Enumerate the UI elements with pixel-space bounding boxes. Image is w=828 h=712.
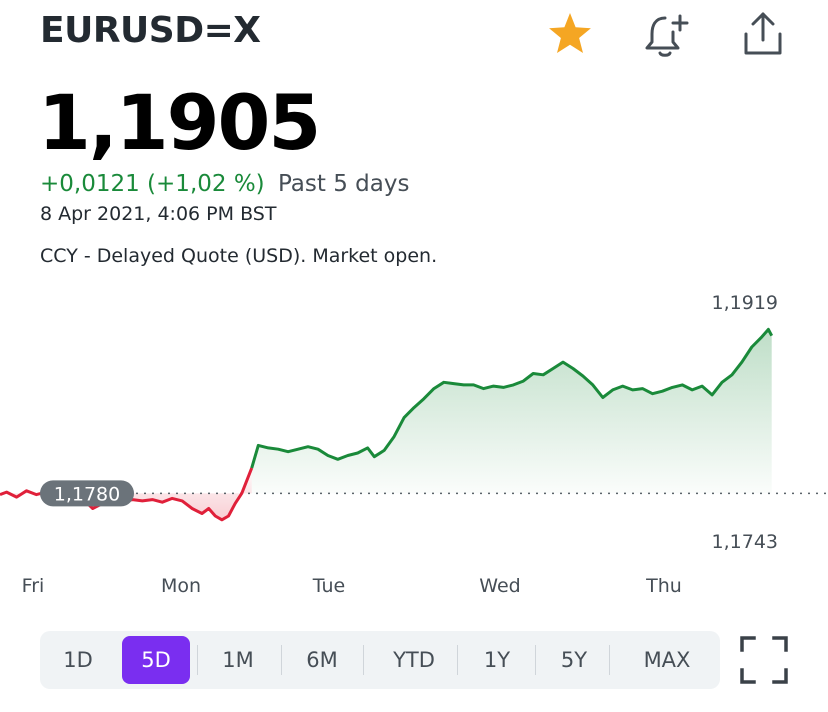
quote-note: CCY - Delayed Quote (USD). Market open. [40,245,438,267]
range-button-5d[interactable]: 5D [122,636,190,684]
range-selector: 1D 5D 1M 6M YTD 1Y 5Y MAX [40,631,720,689]
quote-timestamp: 8 Apr 2021, 4:06 PM BST [40,203,277,225]
range-button-1m[interactable]: 1M [222,648,254,672]
day-label-thu: Thu [645,575,682,597]
reference-label: 1,1780 [54,483,120,505]
range-divider [363,645,364,675]
area-above-reference [251,329,772,494]
price-chart[interactable]: 1,1780 1,1919 1,1743 Fri Mon Tue Wed Thu [0,280,828,610]
range-button-ytd[interactable]: YTD [393,648,435,672]
day-label-wed: Wed [479,575,520,597]
day-label-mon: Mon [161,575,201,597]
bell-plus-icon[interactable] [640,10,690,60]
range-divider [197,645,198,675]
range-divider [457,645,458,675]
current-price: 1,1905 [38,78,321,167]
change-row: +0,0121 (+1,02 %) Past 5 days [40,171,409,197]
range-divider [281,645,282,675]
range-button-5y[interactable]: 5Y [560,648,588,672]
range-divider [609,645,610,675]
fullscreen-icon[interactable] [738,634,790,686]
range-button-1y[interactable]: 1Y [483,648,511,672]
day-label-fri: Fri [22,575,45,597]
range-button-6m[interactable]: 6M [306,648,338,672]
range-divider [535,645,536,675]
day-label-tue: Tue [312,575,345,597]
high-label: 1,1919 [712,292,778,314]
share-icon[interactable] [738,10,788,60]
price-line-up [250,327,774,469]
star-icon[interactable] [545,10,595,60]
reference-badge: 1,1780 [40,480,134,507]
ticker-symbol: EURUSD=X [40,10,261,51]
low-label: 1,1743 [712,531,778,553]
range-button-max[interactable]: MAX [643,648,691,672]
range-button-1d[interactable]: 1D [63,648,93,672]
change-period: Past 5 days [277,171,410,197]
price-change: +0,0121 (+1,02 %) [40,171,265,197]
